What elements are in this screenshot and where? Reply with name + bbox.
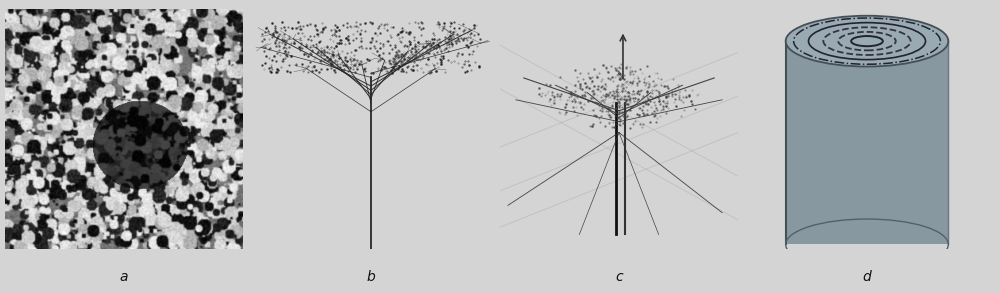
Text: d: d <box>863 270 871 284</box>
Text: c: c <box>615 270 623 284</box>
Text: a: a <box>120 270 128 284</box>
Ellipse shape <box>786 16 948 67</box>
Text: b: b <box>367 270 375 284</box>
FancyBboxPatch shape <box>786 41 948 244</box>
